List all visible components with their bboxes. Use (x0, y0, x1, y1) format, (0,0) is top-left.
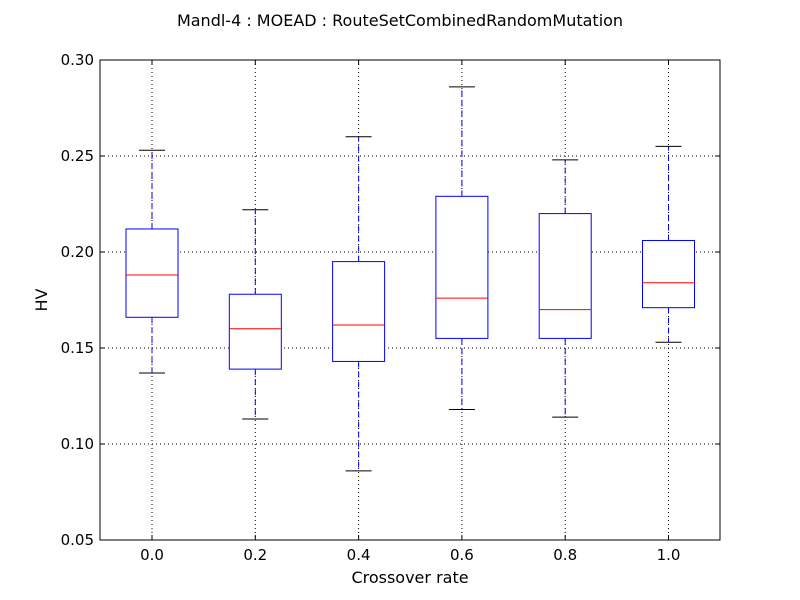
iqr-box (125, 228, 179, 318)
iqr-box (642, 239, 695, 309)
iqr-box (228, 293, 282, 370)
x-axis-ticks: 0.0 0.2 0.4 0.6 0.8 1.0 (140, 60, 680, 564)
box-series (125, 86, 695, 472)
y-tick-label: 0.20 (61, 243, 94, 261)
y-axis-ticks: 0.05 0.10 0.15 0.20 0.25 0.30 (61, 51, 720, 549)
plot-frame (99, 59, 721, 541)
box-0-0 (125, 149, 179, 374)
y-tick-label: 0.15 (61, 339, 94, 357)
box-0-2 (228, 209, 282, 420)
box-0-6 (435, 86, 489, 410)
box-0-8 (538, 159, 592, 418)
grid-lines (100, 60, 720, 540)
y-tick-label: 0.10 (61, 435, 94, 453)
x-tick-label: 1.0 (657, 546, 681, 564)
y-axis-label: HV (32, 288, 51, 311)
y-tick-label: 0.05 (61, 531, 94, 549)
x-axis-label: Crossover rate (351, 568, 468, 587)
x-tick-label: 0.4 (347, 546, 371, 564)
y-tick-label: 0.30 (61, 51, 94, 69)
y-tick-label: 0.25 (61, 147, 94, 165)
iqr-box (435, 195, 489, 339)
iqr-box (332, 261, 386, 362)
box-1-0 (642, 145, 695, 343)
x-tick-label: 0.0 (140, 546, 164, 564)
iqr-box (538, 213, 592, 339)
x-tick-label: 0.8 (553, 546, 577, 564)
x-tick-label: 0.2 (243, 546, 267, 564)
x-tick-label: 0.6 (450, 546, 474, 564)
chart-title: Mandl-4 : MOEAD : RouteSetCombinedRandom… (177, 11, 623, 30)
box-0-4 (332, 136, 386, 472)
